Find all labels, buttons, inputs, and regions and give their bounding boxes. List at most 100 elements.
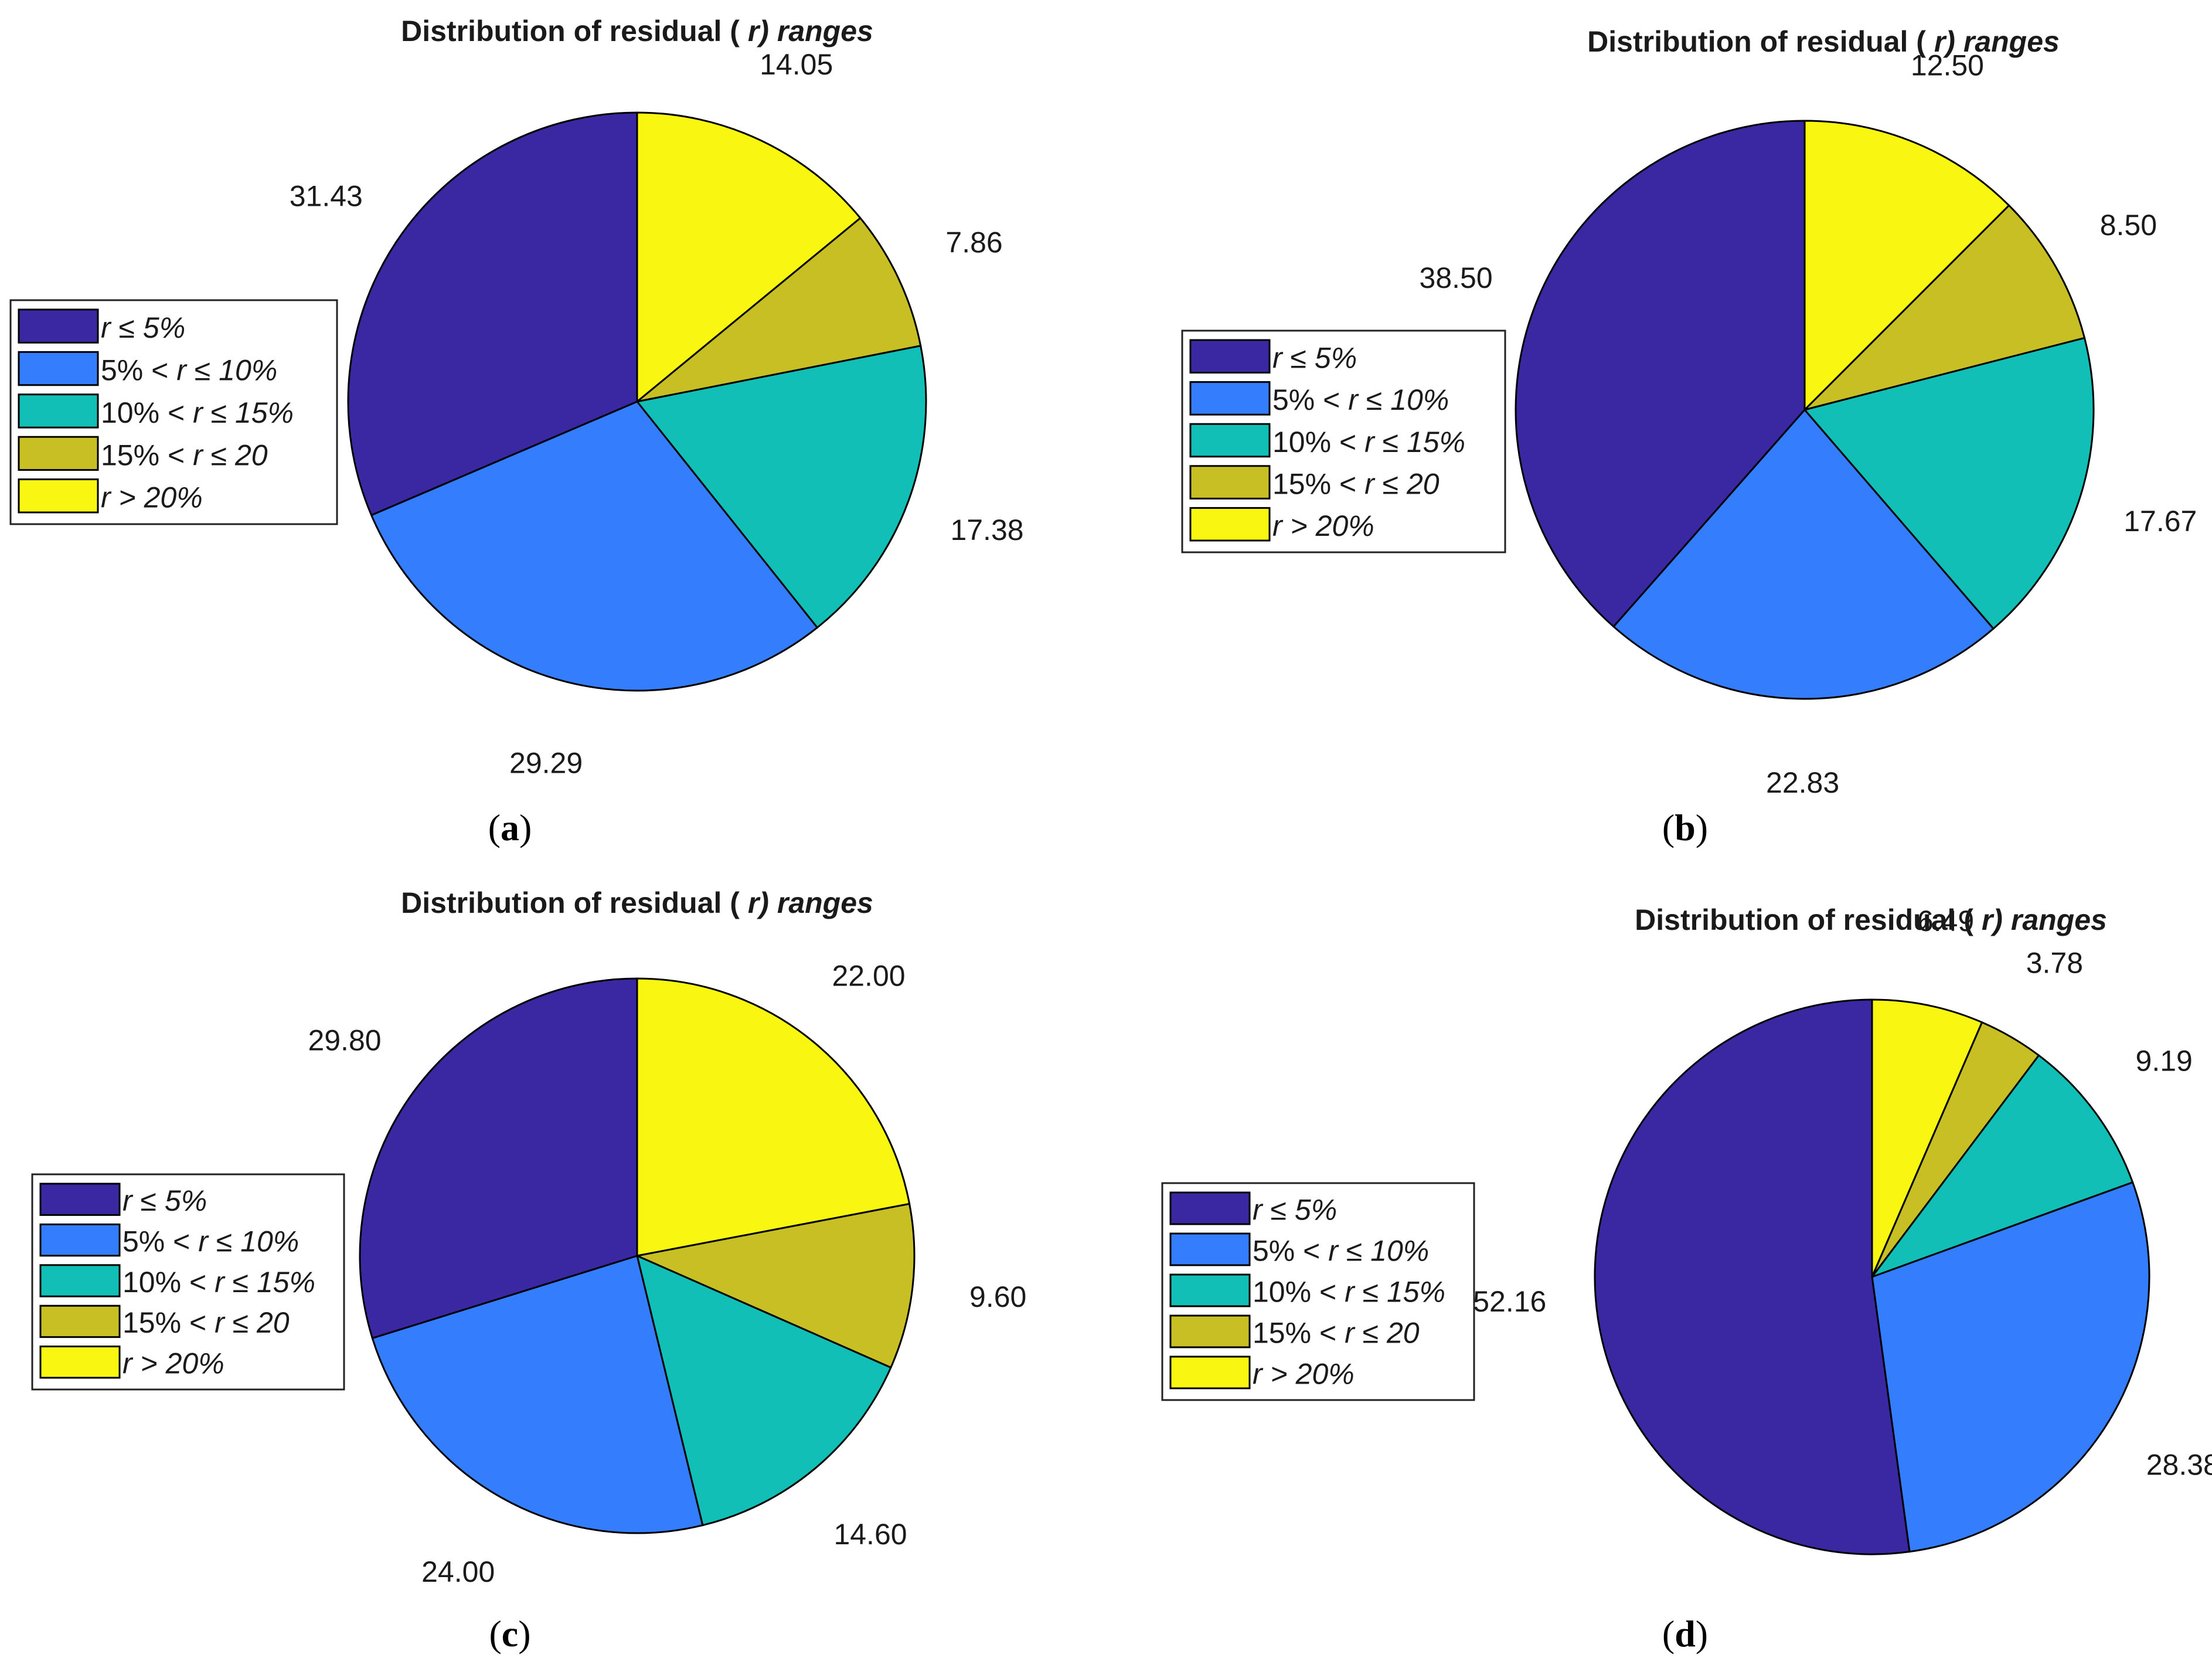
legend-label-variable: r — [1328, 1234, 1339, 1267]
legend-swatch-r-5-10 — [1189, 381, 1271, 416]
pie-slice-r-10-15 — [635, 345, 927, 629]
pie-slice-r-10-15 — [1869, 1054, 2134, 1279]
legend-swatch-r-gt-20 — [39, 1346, 121, 1379]
legend-label-variable: r — [1348, 383, 1359, 416]
pie-slice-r-gt-20 — [1871, 998, 1983, 1278]
caption-letter: a — [501, 807, 519, 848]
legend-swatch-r-5-10 — [18, 351, 99, 386]
legend-label-variable: r — [215, 1266, 226, 1299]
legend-label-suffix: ≤ 10% — [1358, 383, 1449, 416]
slice-label-r-gt-20: 12.50 — [1911, 49, 1984, 81]
legend-label-suffix: ≤ 15% — [224, 1266, 315, 1299]
caption-close-paren: ) — [518, 1613, 530, 1654]
legend-label-prefix: 5% < — [101, 354, 176, 387]
legend-label-suffix: > 20% — [1282, 509, 1374, 542]
legend-label-suffix: ≤ 5% — [111, 311, 186, 344]
legend: r ≤ 5% 5% < r ≤ 10% 10% < r ≤ 15% 15% < r ≤… — [31, 1173, 345, 1391]
legend-label-variable: r — [215, 1306, 226, 1339]
pie-labels: 14.05 7.86 17.38 29.29 31.43 — [290, 48, 1024, 780]
legend-label-r-15-20: 15% < r ≤ 20 — [101, 439, 268, 471]
caption-close-paren: ) — [1696, 1613, 1708, 1654]
legend-label-suffix: ≤ 20 — [1374, 467, 1439, 500]
pie-slices — [1515, 120, 2095, 700]
legend-swatch-r-15-20 — [18, 436, 99, 471]
chart-title-tail: ranges — [777, 15, 873, 47]
legend-label-prefix: 15% < — [1253, 1316, 1345, 1349]
legend-label-prefix: 15% < — [122, 1306, 215, 1339]
caption-letter: c — [502, 1613, 518, 1654]
pie-slice-r-5-10 — [1871, 1181, 2150, 1553]
slice-label-r-gt-20: 22.00 — [832, 960, 905, 993]
legend-label-r-le-5: r ≤ 5% — [1253, 1193, 1337, 1226]
legend-label-variable: r — [1364, 426, 1376, 458]
legend-swatch-r-le-5 — [1189, 339, 1271, 374]
legend-swatch-r-10-15 — [39, 1264, 121, 1297]
slice-label-r-le-5: 29.80 — [308, 1024, 381, 1057]
pie-labels: 22.00 9.60 14.60 24.00 29.80 — [308, 960, 1026, 1589]
slice-label-r-15-20: 8.50 — [2100, 209, 2157, 242]
pie-slice-r-le-5 — [359, 977, 638, 1340]
legend-label-variable: r — [122, 1347, 134, 1380]
legend-label-r-gt-20: r > 20% — [101, 481, 203, 514]
legend-label-variable: r — [1253, 1193, 1264, 1226]
legend-label-variable: r — [1345, 1316, 1356, 1349]
legend-label-prefix: 10% < — [1253, 1275, 1345, 1308]
caption-close-paren: ) — [1696, 807, 1708, 848]
legend-label-r-5-10: 5% < r ≤ 10% — [1253, 1234, 1429, 1267]
legend-label-suffix: ≤ 15% — [203, 396, 294, 429]
legend-label-suffix: ≤ 20 — [203, 439, 268, 471]
pie-slice-r-15-20 — [634, 1202, 916, 1369]
caption-open-paren: ( — [1662, 1613, 1675, 1654]
panel-caption: (b) — [1662, 807, 1708, 848]
legend-swatch-r-10-15 — [1169, 1273, 1251, 1307]
legend-label-variable: r — [198, 1225, 209, 1258]
chart-title-variable: r) — [740, 15, 777, 47]
chart-title: Distribution of residual ( r) ranges — [1587, 25, 2060, 58]
legend-label-variable: r — [1272, 509, 1284, 542]
pie-slice-r-5-10 — [370, 400, 819, 692]
legend: r ≤ 5% 5% < r ≤ 10% 10% < r ≤ 15% 15% < r ≤… — [9, 299, 338, 525]
legend-label-suffix: > 20% — [1262, 1357, 1355, 1390]
pie-slices — [347, 111, 927, 692]
pie-slice-r-10-15 — [1803, 337, 2095, 630]
legend-label-prefix: 15% < — [101, 439, 193, 471]
legend-swatch-r-5-10 — [1169, 1232, 1251, 1266]
legend: r ≤ 5% 5% < r ≤ 10% 10% < r ≤ 15% 15% < r ≤… — [1181, 329, 1506, 553]
slice-label-r-10-15: 14.60 — [833, 1518, 907, 1551]
legend-label-r-10-15: 10% < r ≤ 15% — [122, 1266, 315, 1299]
legend-label-suffix: ≤ 15% — [1355, 1275, 1445, 1308]
legend-label-r-15-20: 15% < r ≤ 20 — [1253, 1316, 1420, 1349]
pie-slice-r-15-20 — [637, 216, 922, 403]
legend-label-prefix: 5% < — [122, 1225, 198, 1258]
legend-label-variable: r — [1364, 467, 1376, 500]
chart-title-main: Distribution of residual ( — [401, 15, 740, 47]
slice-label-r-le-5: 38.50 — [1420, 261, 1493, 294]
chart-title-variable: r) — [1926, 25, 1963, 58]
legend-label-r-le-5: r ≤ 5% — [1272, 342, 1357, 375]
slice-label-r-gt-20: 14.05 — [760, 48, 833, 81]
pie-slice-r-15-20 — [1802, 204, 2086, 412]
slice-label-r-10-15: 9.19 — [2136, 1045, 2193, 1078]
legend-label-variable: r — [193, 396, 204, 429]
pie-labels: 6.49 3.78 9.19 28.38 52.16 — [1473, 905, 2212, 1481]
pie-slice-r-5-10 — [1612, 408, 1995, 700]
chart-title: Distribution of residual ( r) ranges — [401, 886, 873, 919]
legend-label-variable: r — [101, 311, 112, 344]
caption-open-paren: ( — [1662, 807, 1675, 848]
pie-slice-r-10-15 — [635, 1254, 892, 1527]
legend-swatch-r-gt-20 — [18, 478, 99, 514]
legend-swatch-r-15-20 — [39, 1304, 121, 1338]
chart-title-variable: r) — [740, 886, 777, 919]
pie-slice-r-le-5 — [1515, 120, 1806, 628]
legend-label-variable: r — [176, 354, 188, 387]
slice-label-r-le-5: 31.43 — [290, 180, 363, 213]
legend-label-r-5-10: 5% < r ≤ 10% — [101, 354, 277, 387]
legend-label-r-5-10: 5% < r ≤ 10% — [122, 1225, 299, 1258]
caption-open-paren: ( — [489, 1613, 501, 1654]
pie-panel-b: Distribution of residual ( r) ranges12.5… — [1181, 25, 2197, 848]
legend-swatch-r-15-20 — [1189, 465, 1271, 500]
legend-swatch-r-le-5 — [1169, 1191, 1251, 1225]
legend-label-suffix: ≤ 10% — [208, 1225, 299, 1258]
chart-title-tail: ranges — [2011, 903, 2107, 936]
